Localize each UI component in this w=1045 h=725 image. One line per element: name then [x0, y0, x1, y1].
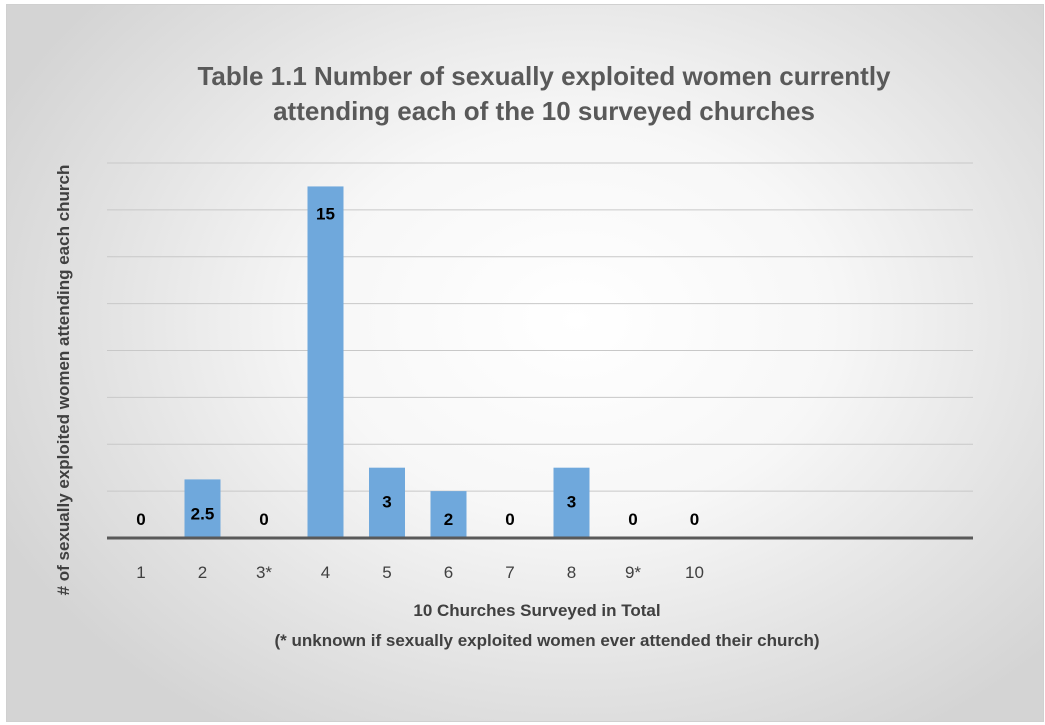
x-tick-label: 1 — [136, 563, 145, 582]
x-tick-label: 10 — [685, 563, 704, 582]
gridlines — [107, 162, 973, 492]
data-label: 0 — [628, 510, 637, 529]
data-label: 2 — [444, 510, 453, 529]
x-tick-label: 4 — [321, 563, 330, 582]
bars — [184, 186, 590, 538]
x-axis-note: (* unknown if sexually exploited women e… — [274, 631, 819, 650]
x-axis-title: 10 Churches Surveyed in Total — [413, 601, 660, 620]
data-label: 3 — [382, 493, 391, 512]
x-tick-label: 6 — [444, 563, 453, 582]
x-tick-label: 5 — [382, 563, 391, 582]
bar — [369, 467, 405, 538]
data-label: 0 — [690, 510, 699, 529]
x-tick-label: 3* — [256, 563, 272, 582]
bar — [307, 186, 344, 538]
data-label: 0 — [136, 510, 145, 529]
x-tick-labels: 1 2 3* 4 5 6 7 8 9* 10 — [136, 563, 704, 582]
data-label: 3 — [567, 493, 576, 512]
data-label: 0 — [505, 510, 514, 529]
data-label: 0 — [259, 510, 268, 529]
x-tick-label: 7 — [505, 563, 514, 582]
bar — [430, 491, 467, 538]
data-labels: 0 2.5 0 15 3 2 0 3 0 0 — [136, 204, 699, 529]
chart-title: Table 1.1 Number of sexually exploited w… — [197, 61, 891, 126]
bar — [553, 467, 590, 538]
x-tick-label: 2 — [198, 563, 207, 582]
chart-title-line-2: attending each of the 10 surveyed church… — [273, 96, 815, 126]
bar-chart: Table 1.1 Number of sexually exploited w… — [54, 61, 973, 650]
bar — [184, 479, 221, 538]
x-tick-label: 8 — [567, 563, 576, 582]
y-axis-title: # of sexually exploited women attending … — [54, 165, 73, 596]
data-label: 2.5 — [191, 504, 215, 523]
chart-area: Table 1.1 Number of sexually exploited w… — [6, 4, 1044, 722]
data-label: 15 — [316, 204, 335, 223]
x-tick-label: 9* — [625, 563, 641, 582]
chart-title-line-1: Table 1.1 Number of sexually exploited w… — [197, 61, 891, 91]
